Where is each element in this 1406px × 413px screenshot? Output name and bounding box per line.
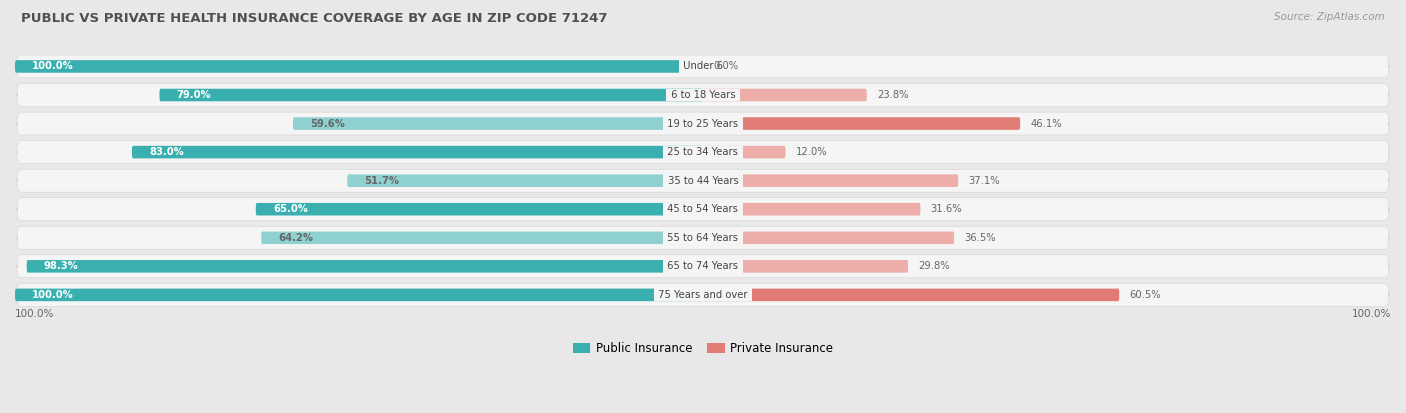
Text: 46.1%: 46.1%: [1031, 119, 1062, 128]
Text: 100.0%: 100.0%: [1351, 309, 1391, 319]
Text: 65.0%: 65.0%: [273, 204, 308, 214]
FancyBboxPatch shape: [347, 174, 703, 187]
FancyBboxPatch shape: [17, 83, 1389, 107]
Text: 31.6%: 31.6%: [931, 204, 962, 214]
Text: 12.0%: 12.0%: [796, 147, 828, 157]
Text: 75 Years and over: 75 Years and over: [655, 290, 751, 300]
Text: 83.0%: 83.0%: [149, 147, 184, 157]
FancyBboxPatch shape: [15, 60, 703, 73]
Text: 60.5%: 60.5%: [1129, 290, 1161, 300]
Text: 59.6%: 59.6%: [311, 119, 344, 128]
FancyBboxPatch shape: [256, 203, 703, 216]
FancyBboxPatch shape: [17, 112, 1389, 135]
Text: 45 to 54 Years: 45 to 54 Years: [665, 204, 741, 214]
Text: 19 to 25 Years: 19 to 25 Years: [665, 119, 741, 128]
Text: 51.7%: 51.7%: [364, 176, 399, 186]
Text: 65 to 74 Years: 65 to 74 Years: [665, 261, 741, 271]
Text: PUBLIC VS PRIVATE HEALTH INSURANCE COVERAGE BY AGE IN ZIP CODE 71247: PUBLIC VS PRIVATE HEALTH INSURANCE COVER…: [21, 12, 607, 25]
FancyBboxPatch shape: [132, 146, 703, 159]
Text: 36.5%: 36.5%: [965, 233, 995, 243]
FancyBboxPatch shape: [703, 260, 908, 273]
Text: 100.0%: 100.0%: [32, 62, 75, 71]
Text: 25 to 34 Years: 25 to 34 Years: [665, 147, 741, 157]
FancyBboxPatch shape: [17, 169, 1389, 192]
Text: 23.8%: 23.8%: [877, 90, 908, 100]
Text: 64.2%: 64.2%: [278, 233, 314, 243]
FancyBboxPatch shape: [17, 255, 1389, 278]
FancyBboxPatch shape: [703, 232, 955, 244]
Text: Source: ZipAtlas.com: Source: ZipAtlas.com: [1274, 12, 1385, 22]
Text: 100.0%: 100.0%: [15, 309, 55, 319]
Text: 98.3%: 98.3%: [44, 261, 79, 271]
FancyBboxPatch shape: [292, 117, 703, 130]
Text: 55 to 64 Years: 55 to 64 Years: [665, 233, 741, 243]
Text: 35 to 44 Years: 35 to 44 Years: [665, 176, 741, 186]
Text: 29.8%: 29.8%: [918, 261, 950, 271]
Text: Under 6: Under 6: [681, 62, 725, 71]
FancyBboxPatch shape: [17, 55, 1389, 78]
FancyBboxPatch shape: [703, 146, 786, 159]
FancyBboxPatch shape: [703, 289, 1119, 301]
Text: 0.0%: 0.0%: [713, 62, 738, 71]
Legend: Public Insurance, Private Insurance: Public Insurance, Private Insurance: [568, 337, 838, 360]
FancyBboxPatch shape: [262, 232, 703, 244]
Text: 79.0%: 79.0%: [177, 90, 211, 100]
FancyBboxPatch shape: [703, 89, 866, 101]
FancyBboxPatch shape: [703, 174, 959, 187]
FancyBboxPatch shape: [17, 141, 1389, 164]
Text: 6 to 18 Years: 6 to 18 Years: [668, 90, 738, 100]
FancyBboxPatch shape: [159, 89, 703, 101]
FancyBboxPatch shape: [15, 289, 703, 301]
FancyBboxPatch shape: [17, 226, 1389, 249]
Text: 37.1%: 37.1%: [969, 176, 1000, 186]
FancyBboxPatch shape: [703, 117, 1021, 130]
Text: 100.0%: 100.0%: [32, 290, 75, 300]
FancyBboxPatch shape: [17, 198, 1389, 221]
FancyBboxPatch shape: [703, 203, 921, 216]
FancyBboxPatch shape: [27, 260, 703, 273]
FancyBboxPatch shape: [17, 283, 1389, 306]
